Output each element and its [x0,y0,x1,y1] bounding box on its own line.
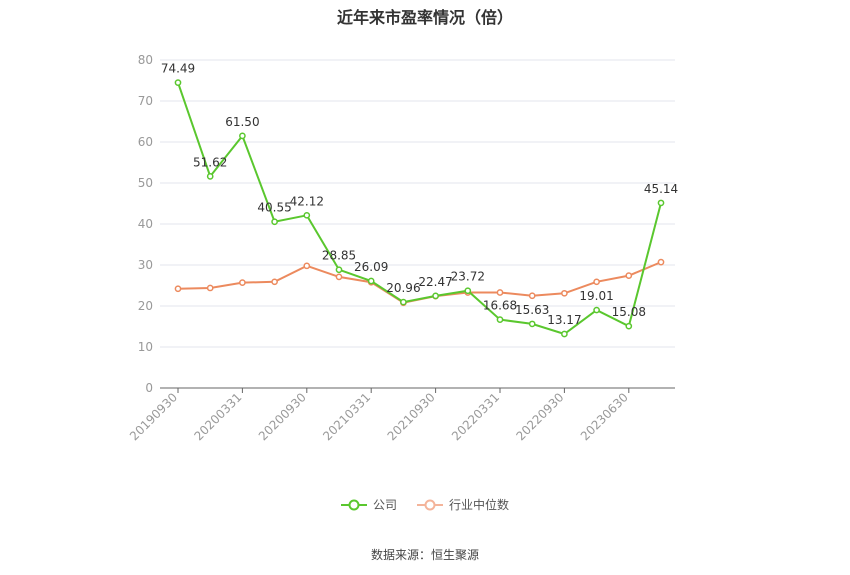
data-point[interactable] [464,287,472,295]
data-point[interactable] [561,289,568,297]
data-point[interactable] [303,262,311,270]
y-tick-label: 10 [138,340,153,354]
data-label: 19.01 [579,289,613,303]
data-point[interactable] [657,199,665,207]
data-point[interactable] [625,272,633,280]
x-tick-label: 20220930 [513,390,566,443]
y-tick-label: 50 [138,176,153,190]
data-label: 51.62 [193,155,227,169]
data-point[interactable] [657,258,665,266]
y-tick-label: 40 [138,217,153,231]
data-label: 13.17 [547,313,581,327]
data-point[interactable] [528,292,536,300]
data-point[interactable] [496,316,504,323]
legend-item-industry-median[interactable]: 行业中位数 [417,496,509,513]
legend: 公司 行业中位数 [0,496,850,513]
data-point[interactable] [174,79,182,86]
data-point[interactable] [367,277,375,285]
data-point[interactable] [561,330,568,338]
y-tick-label: 70 [138,94,153,108]
data-point[interactable] [496,289,504,296]
data-label: 61.50 [225,115,259,129]
source-note: 数据来源：恒生聚源 [370,548,479,562]
legend-marker-industry-median [417,499,443,510]
y-axis: 0 10 20 30 40 50 60 70 80 [138,53,153,395]
data-point[interactable] [335,266,343,274]
y-tick-label: 80 [138,53,153,67]
data-label: 16.68 [483,299,517,313]
y-tick-label: 20 [138,299,153,313]
data-label: 15.08 [612,305,646,319]
legend-label-company: 公司 [372,498,397,512]
data-point[interactable] [625,322,633,330]
data-label: 15.63 [515,303,549,317]
series-company [174,79,665,338]
y-tick-label: 30 [138,258,153,272]
x-tick-label: 20230630 [578,390,631,443]
y-tick-label: 60 [138,135,153,149]
data-label: 23.72 [451,270,485,284]
data-point[interactable] [239,279,246,286]
x-tick-label: 20190930 [127,390,180,443]
x-tick-label: 20210930 [385,390,438,443]
data-point[interactable] [593,278,600,286]
grid-lines [160,59,675,348]
chart-title: 近年来市盈率情况（倍） [336,8,513,27]
data-point[interactable] [271,218,278,226]
x-tick-label: 20200331 [191,390,244,443]
data-label: 45.14 [644,182,678,196]
data-label: 26.09 [354,260,388,274]
data-label: 40.55 [257,201,291,215]
data-label: 20.96 [386,281,420,295]
data-label: 22.47 [418,275,452,289]
legend-label-industry-median: 行业中位数 [449,498,510,512]
data-label: 74.49 [161,62,195,76]
legend-marker-company [340,499,367,510]
data-point[interactable] [271,278,278,286]
x-tick-label: 20210331 [320,390,373,443]
legend-item-company[interactable]: 公司 [340,496,397,513]
series-line [177,82,662,336]
data-point[interactable] [335,273,343,281]
x-tick-label: 20220331 [449,390,502,443]
data-point[interactable] [400,298,407,306]
data-point[interactable] [593,306,600,314]
y-tick-label: 0 [145,381,153,395]
data-point[interactable] [528,320,536,328]
data-point[interactable] [206,284,214,292]
data-point[interactable] [239,132,246,140]
x-tick-label: 20200930 [256,390,309,443]
data-point[interactable] [206,173,214,180]
data-label: 42.12 [290,194,324,208]
data-point[interactable] [432,292,439,300]
data-point[interactable] [174,285,182,293]
series-layer [174,79,665,338]
data-point[interactable] [303,211,311,219]
x-axis: 20190930 20200331 20200930 20210331 20210930… [127,387,675,443]
data-label: 28.85 [322,249,356,263]
